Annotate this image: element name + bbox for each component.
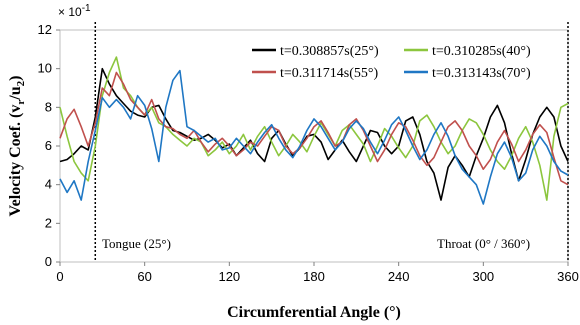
legend-label-3: t=0.311714s(55°) <box>280 66 378 81</box>
y-multiplier-exp: -1 <box>82 3 91 14</box>
x-tick-label: 240 <box>388 269 410 284</box>
plot-frame <box>59 29 569 263</box>
y-tick-label: 12 <box>38 22 52 37</box>
y-tick-label: 8 <box>45 99 52 114</box>
x-tick-label: 0 <box>56 269 63 284</box>
x-tick-label: 180 <box>303 269 325 284</box>
y-multiplier-base: × 10 <box>58 5 82 19</box>
y-axis-title-main: Velocity Coef. (v <box>7 105 24 217</box>
x-axis-title: Circumferential Angle (°) <box>227 304 401 321</box>
y-axis-title: Velocity Coef. (vr/u2) <box>7 76 27 217</box>
y-tick-label: 6 <box>45 138 52 153</box>
y-tick-label: 10 <box>38 61 52 76</box>
y-axis-title-mid: /u <box>7 86 24 100</box>
y-axis-title-end: ) <box>7 76 24 81</box>
y-axis-title-sub2: 2 <box>15 80 27 86</box>
x-axis: 0 60 120 180 240 300 360 <box>56 262 579 284</box>
x-tick-label: 300 <box>472 269 494 284</box>
legend-label-2: t=0.310285s(40°) <box>432 44 531 59</box>
series-layer <box>59 56 569 205</box>
annotation-throat: Throat (0° / 360°) <box>437 236 530 251</box>
legend-label-4: t=0.313143s(70°) <box>432 66 531 81</box>
series-line-4 <box>59 69 569 205</box>
y-tick-label: 0 <box>45 254 52 269</box>
legend: t=0.308857s(25°) t=0.310285s(40°) t=0.3117… <box>252 44 531 81</box>
x-tick-label: 120 <box>218 269 240 284</box>
x-tick-label: 60 <box>137 269 151 284</box>
annotation-tongue: Tongue (25°) <box>102 236 171 251</box>
y-tick-label: 4 <box>45 177 52 192</box>
y-axis-title-sub1: r <box>15 100 27 105</box>
series-line-1 <box>59 67 569 201</box>
y-multiplier: × 10-1 <box>58 3 91 19</box>
series-line-3 <box>59 71 569 186</box>
y-tick-label: 2 <box>45 215 52 230</box>
x-tick-label: 360 <box>557 269 579 284</box>
y-axis: 0 2 4 6 8 10 12 <box>38 22 60 269</box>
legend-label-1: t=0.308857s(25°) <box>280 44 379 59</box>
